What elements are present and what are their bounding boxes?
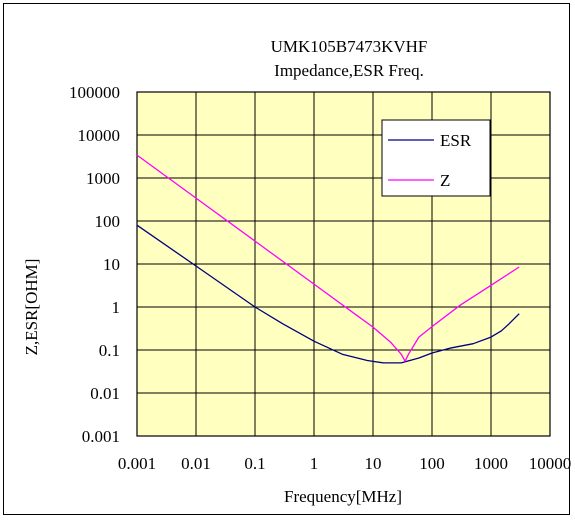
x-tick-label: 1000 — [474, 454, 508, 473]
y-tick-label: 10 — [103, 255, 120, 274]
x-tick-label: 0.1 — [244, 454, 265, 473]
x-tick-label: 100 — [419, 454, 445, 473]
series-layer — [136, 154, 520, 364]
x-tick-label: 10000 — [529, 454, 572, 473]
y-tick-label: 1000 — [86, 169, 120, 188]
y-tick-label: 100000 — [69, 83, 120, 102]
legend: ESR Z — [381, 119, 491, 197]
y-tick-label: 0.001 — [82, 427, 120, 446]
x-tick-label: 0.001 — [118, 454, 156, 473]
y-axis-label: Z,ESR[OHM] — [22, 259, 41, 356]
x-tick-label: 10 — [365, 454, 382, 473]
legend-label-z: Z — [440, 171, 450, 190]
series-line-esr — [136, 224, 520, 364]
legend-box — [381, 119, 491, 197]
y-tick-labels: 0.001 0.01 0.1 1 10 100 1000 10000 100000 — [69, 83, 120, 446]
y-tick-label: 10000 — [78, 126, 121, 145]
chart-subtitle: Impedance,ESR Freq. — [274, 61, 424, 80]
y-tick-label: 100 — [95, 212, 121, 231]
legend-label-esr: ESR — [440, 131, 472, 150]
x-tick-label: 0.01 — [181, 454, 211, 473]
y-tick-label: 0.1 — [99, 341, 120, 360]
x-axis-label: Frequency[MHz] — [284, 487, 402, 506]
x-tick-label: 1 — [310, 454, 319, 473]
y-tick-label: 0.01 — [90, 384, 120, 403]
plot-border — [136, 91, 551, 437]
y-tick-label: 1 — [112, 298, 121, 317]
chart-title: UMK105B7473KVHF — [271, 37, 428, 56]
series-line-z — [136, 154, 520, 362]
x-tick-labels: 0.001 0.01 0.1 1 10 100 1000 10000 — [118, 454, 571, 473]
